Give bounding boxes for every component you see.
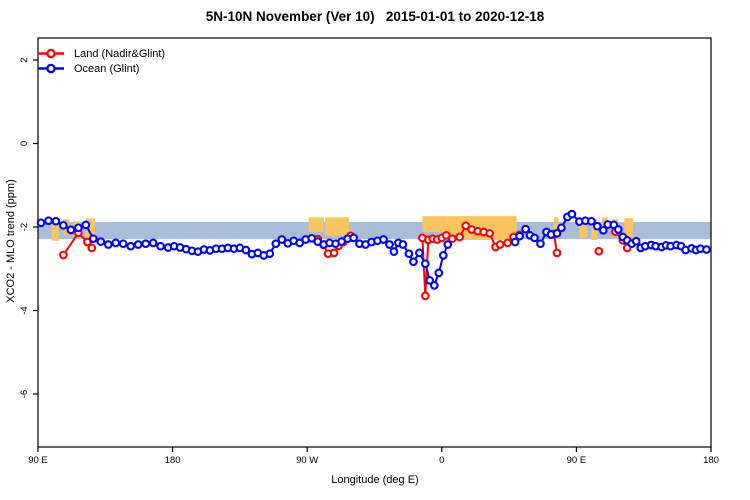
data-point bbox=[631, 236, 641, 246]
land-reference-band-segment bbox=[85, 218, 95, 240]
data-point bbox=[87, 243, 97, 253]
data-point bbox=[81, 220, 91, 230]
data-point bbox=[265, 249, 275, 259]
data-point bbox=[59, 250, 68, 260]
data-point bbox=[398, 240, 408, 249]
data-point bbox=[702, 245, 711, 254]
land-reference-band-segment bbox=[624, 218, 634, 240]
data-point bbox=[438, 251, 448, 260]
legend-marker-icon bbox=[46, 48, 56, 59]
data-point bbox=[567, 209, 577, 219]
data-point bbox=[349, 233, 358, 243]
data-point bbox=[557, 223, 566, 233]
data-point bbox=[385, 240, 394, 249]
data-point bbox=[133, 240, 143, 249]
data-point bbox=[36, 218, 46, 228]
data-point bbox=[503, 238, 512, 248]
data-point bbox=[389, 247, 399, 256]
y-tick-label: -6 bbox=[19, 390, 30, 398]
x-axis-title: Longitude (deg E) bbox=[331, 474, 419, 486]
x-tick-label: 90 W bbox=[296, 455, 318, 466]
land-reference-band-segment bbox=[553, 217, 559, 230]
data-point bbox=[530, 233, 539, 243]
data-point bbox=[461, 221, 471, 231]
data-point bbox=[455, 232, 465, 242]
chart-title: 5N-10N November (Ver 10) 2015-01-01 to 2… bbox=[205, 9, 545, 24]
x-tick-label: 90 E bbox=[567, 455, 587, 466]
data-point bbox=[521, 224, 530, 234]
data-point bbox=[118, 239, 128, 249]
data-point bbox=[277, 235, 287, 244]
data-point bbox=[103, 240, 113, 249]
data-point bbox=[329, 248, 339, 258]
data-point bbox=[429, 281, 439, 290]
x-axis-ticks: 90 E 180 90 W 0 90 E 180 bbox=[28, 447, 719, 466]
y-axis-ticks: 2 0 -2 -4 -6 bbox=[19, 57, 38, 398]
data-point bbox=[552, 248, 562, 258]
data-point bbox=[241, 245, 251, 255]
data-point bbox=[613, 225, 623, 234]
y-tick-label: 0 bbox=[19, 141, 30, 146]
land-reference-band-segment bbox=[51, 224, 59, 241]
data-point bbox=[141, 239, 151, 249]
data-point bbox=[434, 268, 444, 278]
data-point bbox=[51, 216, 61, 226]
data-point bbox=[510, 237, 520, 247]
data-point bbox=[594, 246, 604, 256]
x-tick-label: 90 E bbox=[28, 455, 48, 466]
data-point bbox=[96, 237, 106, 246]
data-point bbox=[126, 241, 136, 251]
data-point bbox=[111, 238, 121, 248]
legend-label: Ocean (Glint) bbox=[74, 63, 139, 75]
data-point bbox=[420, 259, 430, 269]
ocean-series bbox=[36, 209, 711, 290]
data-point bbox=[420, 291, 430, 301]
data-point bbox=[443, 240, 453, 249]
plot-border bbox=[37, 37, 712, 448]
legend-item-ocean: Ocean (Glint) bbox=[38, 63, 139, 75]
data-point bbox=[379, 235, 388, 244]
y-tick-label: 2 bbox=[19, 57, 30, 62]
data-point bbox=[409, 257, 418, 267]
x-tick-label: 180 bbox=[703, 455, 719, 466]
land-reference-band-segment bbox=[591, 219, 598, 240]
data-point bbox=[66, 225, 76, 235]
data-point bbox=[495, 240, 505, 249]
data-point bbox=[156, 241, 165, 251]
data-point bbox=[148, 238, 158, 248]
data-point bbox=[44, 216, 53, 226]
y-tick-label: -4 bbox=[19, 306, 30, 314]
land-reference-band-segment bbox=[308, 217, 324, 233]
x-tick-label: 0 bbox=[439, 455, 444, 466]
data-point bbox=[592, 221, 602, 231]
legend-label: Land (Nadir&Glint) bbox=[74, 48, 165, 60]
data-point bbox=[515, 231, 524, 241]
data-point bbox=[88, 234, 98, 244]
land-reference-band-segment bbox=[579, 219, 587, 238]
data-point bbox=[485, 228, 495, 238]
data-point bbox=[425, 276, 435, 285]
land-reference-band-segment bbox=[422, 216, 448, 233]
data-point bbox=[598, 225, 608, 235]
y-tick-label: -2 bbox=[19, 223, 30, 231]
data-point bbox=[271, 239, 281, 249]
data-point bbox=[447, 234, 457, 244]
land-reference-band-segment bbox=[325, 217, 350, 236]
legend-item-land: Land (Nadir&Glint) bbox=[38, 48, 165, 60]
x-tick-label: 180 bbox=[165, 455, 181, 466]
chart-legend: Land (Nadir&Glint) Ocean (Glint) bbox=[38, 48, 165, 75]
data-point bbox=[536, 239, 545, 249]
data-point bbox=[404, 249, 414, 259]
data-point bbox=[415, 248, 424, 258]
legend-marker-icon bbox=[46, 63, 56, 74]
data-point bbox=[587, 216, 596, 226]
data-point bbox=[552, 228, 562, 238]
data-point bbox=[74, 223, 83, 233]
data-point bbox=[59, 220, 68, 230]
ocean-reference-band bbox=[38, 221, 711, 240]
